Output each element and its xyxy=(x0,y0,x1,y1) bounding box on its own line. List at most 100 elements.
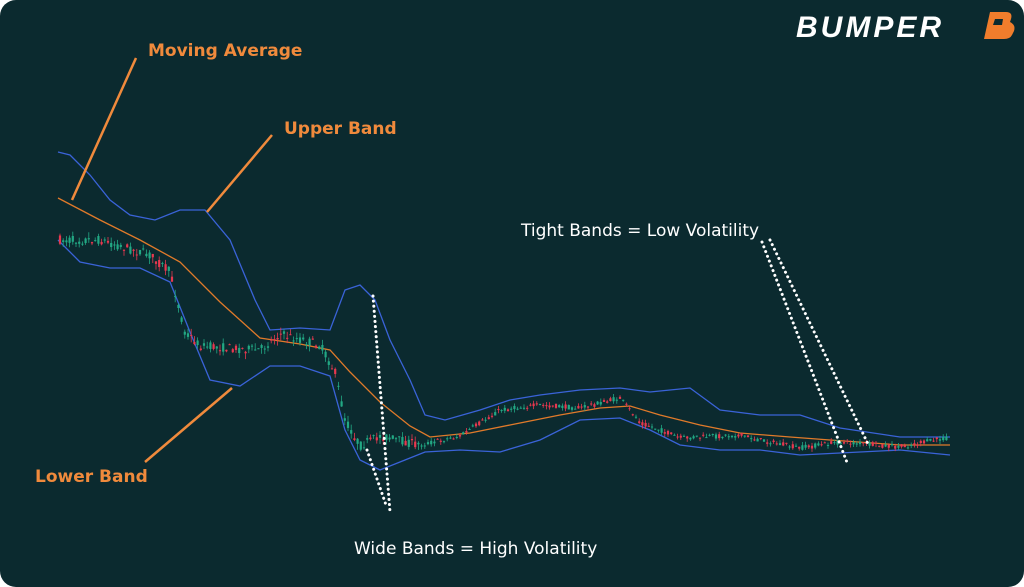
candle-part xyxy=(324,351,327,358)
candle-part xyxy=(938,439,942,441)
candle-part xyxy=(337,385,340,387)
candle-part xyxy=(689,437,692,440)
candle-part xyxy=(698,437,702,439)
candle-part xyxy=(730,435,734,438)
candle-part xyxy=(753,439,756,441)
candle-part xyxy=(382,439,385,441)
candle-part xyxy=(465,431,468,433)
candle-part xyxy=(391,435,394,439)
candle-part xyxy=(945,436,948,441)
candle-part xyxy=(81,243,84,245)
candle-part xyxy=(94,240,97,242)
candle-part xyxy=(404,440,407,446)
candle-part xyxy=(609,398,612,402)
candle-part xyxy=(244,351,247,354)
candle-part xyxy=(318,346,321,349)
candle-part xyxy=(561,405,564,408)
candles xyxy=(58,231,948,452)
candle-part xyxy=(180,317,183,322)
candle-part xyxy=(926,439,929,442)
candle-part xyxy=(714,434,718,439)
candle-part xyxy=(535,403,538,405)
candle-part xyxy=(142,248,145,250)
candle-part xyxy=(670,432,673,435)
candle-part xyxy=(814,443,817,448)
candle-part xyxy=(894,445,897,449)
candle-part xyxy=(807,445,810,448)
candle-part xyxy=(78,241,81,244)
candle-part xyxy=(209,342,212,349)
candle-part xyxy=(484,419,487,421)
candle-part xyxy=(644,422,647,427)
candle-part xyxy=(228,344,231,346)
candle-part xyxy=(138,249,142,255)
candle-part xyxy=(513,405,516,410)
candle-part xyxy=(522,407,526,409)
candle-part xyxy=(932,440,935,442)
candle-part xyxy=(775,443,778,445)
candle-part xyxy=(686,436,689,439)
candle-part xyxy=(567,405,570,410)
candle-part xyxy=(190,335,193,337)
candle-part xyxy=(545,405,548,407)
candle-part xyxy=(583,405,586,408)
candle-part xyxy=(116,244,119,250)
candle-part xyxy=(161,263,164,265)
candle-part xyxy=(526,407,529,409)
annotation: Lower Band xyxy=(35,467,148,487)
candle-part xyxy=(407,439,410,447)
candle-part xyxy=(442,441,446,443)
pointer xyxy=(144,387,233,463)
candle-part xyxy=(369,437,372,440)
candle-part xyxy=(516,408,519,410)
candle-part xyxy=(842,442,846,444)
candle-part xyxy=(833,442,836,444)
candle-part xyxy=(270,339,273,341)
candle-part xyxy=(769,443,772,445)
candle-part xyxy=(401,436,404,445)
candle-part xyxy=(468,428,471,430)
candle-part xyxy=(801,445,804,450)
candle-part xyxy=(529,404,532,406)
candle-part xyxy=(238,347,241,354)
candle-part xyxy=(510,408,513,410)
candle-part xyxy=(71,235,74,242)
candle-part xyxy=(385,434,388,441)
candle-part xyxy=(564,404,567,409)
candle-part xyxy=(596,401,599,405)
candle-part xyxy=(311,338,314,340)
candle-part xyxy=(458,435,462,437)
candle-part xyxy=(759,438,762,440)
candle-part xyxy=(724,434,727,436)
candle-part xyxy=(846,440,849,442)
candle-part xyxy=(388,437,391,440)
candle-part xyxy=(426,442,430,445)
candle-part xyxy=(586,406,590,408)
candle-part xyxy=(612,397,615,402)
pointer xyxy=(371,294,392,514)
candle-part xyxy=(679,435,682,438)
candle-part xyxy=(119,244,122,248)
candle-part xyxy=(497,409,500,411)
candle-part xyxy=(830,441,833,444)
candle-part xyxy=(804,444,807,448)
candle-part xyxy=(218,350,222,352)
candle-part xyxy=(151,253,154,258)
candle-part xyxy=(666,430,670,435)
candle-part xyxy=(97,235,100,244)
pointers xyxy=(70,57,273,463)
candle-part xyxy=(417,442,420,445)
candle-part xyxy=(836,440,839,445)
candle-part xyxy=(756,438,759,442)
candle-part xyxy=(638,421,641,423)
candle-part xyxy=(820,444,823,446)
candle-part xyxy=(778,443,782,446)
candle-part xyxy=(782,442,785,446)
candle-part xyxy=(618,396,622,399)
candle-part xyxy=(897,446,900,448)
candle-part xyxy=(922,440,926,444)
pointer xyxy=(206,134,273,213)
candle-part xyxy=(90,242,94,244)
dotted-pointers xyxy=(365,238,870,514)
